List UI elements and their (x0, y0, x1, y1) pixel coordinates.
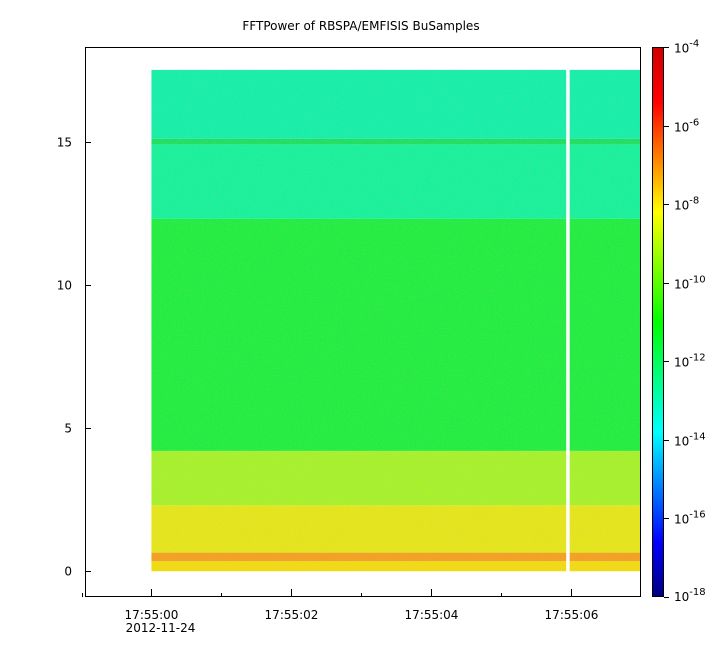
y-tick-label: 5 (64, 422, 72, 436)
x-tick-label: 17:55:02 (265, 608, 319, 622)
x-tick-label: 17:55:04 (405, 608, 459, 622)
colorbar-frame (652, 47, 664, 597)
colorbar-tick-label: 10-16 (674, 510, 706, 527)
colorbar-tick-label: 10-14 (674, 432, 706, 449)
x-tick-label: 17:55:00 (125, 608, 179, 622)
data-gap (566, 69, 570, 572)
x-tick-label: 17:55:06 (545, 608, 599, 622)
spectrogram-noise (151, 69, 641, 572)
colorbar-axis: 10-4 10-6 10-8 10-10 10-12 10-14 10-16 10-18 (664, 39, 706, 604)
colorbar-tick-label: 10-12 (674, 353, 706, 370)
x-tick-date-label: 2012-11-24 (126, 621, 196, 635)
plot-frame (85, 47, 641, 597)
colorbar-tick-label: 10-10 (674, 275, 706, 292)
chart-title: FFTPower of RBSPA/EMFISIS BuSamples (242, 19, 479, 33)
colorbar-tick-label: 10-6 (674, 118, 699, 135)
colorbar-tick-label: 10-4 (674, 39, 699, 56)
y-axis: 0 5 10 15 (57, 136, 91, 579)
y-tick-label: 15 (57, 136, 72, 150)
colorbar-tick-label: 10-8 (674, 196, 699, 213)
y-tick-label: 10 (57, 279, 72, 293)
colorbar-tick-label: 10-18 (674, 587, 706, 604)
colorbar-gradient (652, 47, 664, 597)
y-tick-label: 0 (64, 565, 72, 579)
colorbar: 10-4 10-6 10-8 10-10 10-12 10-14 10-16 10-18 (652, 39, 706, 604)
spectrogram-image (151, 69, 641, 572)
